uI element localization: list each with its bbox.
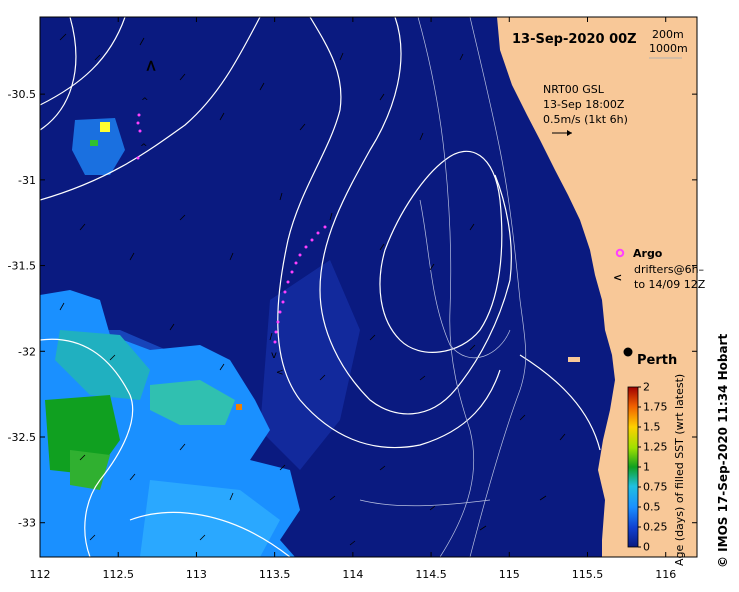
colorbar-tick-label: 0.5 [643, 501, 661, 514]
product-label: NRT00 GSL [543, 83, 605, 96]
x-tick-label: 113 [186, 568, 207, 581]
x-tick-label: 113.5 [259, 568, 291, 581]
y-tick-label: -31 [18, 174, 36, 187]
ocean-age-low-patch [260, 260, 360, 470]
perth-marker[interactable] [623, 347, 633, 357]
svg-text:^: ^ [141, 97, 149, 107]
colorbar-tick-label: 1.5 [643, 421, 661, 434]
drifter-legend-label-2: to 14/09 12Z [634, 278, 706, 291]
svg-text:<: < [276, 368, 284, 378]
scale-arrow-head [567, 130, 572, 136]
map-title: 13-Sep-2020 00Z [512, 32, 637, 47]
ssh-contour [519, 354, 601, 451]
sst-age-teal-patch [55, 330, 150, 400]
argo-legend-symbol [615, 248, 625, 258]
colorbar-tick-label: 0 [643, 541, 650, 554]
current-vectors [59, 33, 566, 546]
land-area[interactable] [497, 17, 697, 557]
x-tick-label: 116 [655, 568, 676, 581]
ssh-contour [319, 17, 512, 415]
depth-legend-1000m: 1000m [649, 42, 688, 55]
x-axis: 112 112.5 113 113.5 114 114.5 115 115.5 116 [30, 17, 676, 581]
drifter-legend-label: drifters@6h– [634, 263, 704, 276]
isobath-200m [469, 17, 527, 557]
x-tick-label: 112.5 [102, 568, 134, 581]
argo-legend-label: Argo [633, 247, 663, 260]
sst-age-green-pixel [90, 140, 98, 146]
y-tick-label: -33 [18, 517, 36, 530]
ssh-contour [129, 511, 291, 557]
svg-text:v: v [271, 350, 277, 361]
colorbar-tick-label: 0.25 [643, 521, 668, 534]
x-tick-label: 114.5 [415, 568, 447, 581]
isobath-1000m [417, 17, 475, 557]
isobath-1000m [419, 199, 511, 359]
sst-age-patch-north [72, 118, 125, 175]
x-tick-label: 114 [342, 568, 363, 581]
ssh-contour [40, 17, 261, 201]
y-axis: -30.5 -31 -31.5 -32 -32.5 -33 [8, 88, 697, 530]
x-tick-label: 115.5 [572, 568, 604, 581]
sst-age-yellow-pixel [100, 122, 110, 132]
ssh-contour [40, 17, 77, 131]
product-scale: 0.5m/s (1kt 6h) [543, 113, 628, 126]
colorbar-ticks: 0 0.25 0.5 0.75 1 1.25 1.5 1.75 2 [638, 381, 668, 554]
colorbar-tick-label: 2 [643, 381, 650, 394]
svg-text:^: ^ [140, 143, 148, 153]
ssh-contour [379, 150, 503, 353]
product-time: 13-Sep 18:00Z [543, 98, 625, 111]
depth-legend-200m: 200m [652, 28, 684, 41]
ssh-contour [40, 17, 126, 106]
colorbar-tick-label: 1.25 [643, 441, 668, 454]
sst-age-orange-pixel [236, 404, 242, 410]
y-tick-label: -30.5 [8, 88, 36, 101]
plot-frame [39, 16, 698, 558]
city-label-perth[interactable]: Perth [637, 353, 677, 368]
sst-filled-region [140, 480, 280, 557]
drifter-legend-symbol: < [613, 271, 622, 284]
y-tick-label: -32.5 [8, 431, 36, 444]
colorbar-tick-label: 1.75 [643, 401, 668, 414]
y-tick-label: -32 [18, 345, 36, 358]
y-tick-label: -31.5 [8, 260, 36, 273]
drifter-tracks: < ^ ^ v < [136, 59, 327, 378]
colorbar [627, 386, 639, 548]
svg-text:<: < [142, 59, 161, 72]
colorbar-label: Age (days) of filled SST (wrt latest) [673, 374, 686, 566]
sst-age-teal-patch [150, 380, 235, 425]
x-tick-label: 115 [499, 568, 520, 581]
rottnest-island [568, 357, 580, 362]
isobath-200m [359, 499, 491, 507]
ssh-contour [277, 17, 501, 449]
colorbar-tick-label: 1 [643, 461, 650, 474]
x-tick-label: 112 [30, 568, 51, 581]
colorbar-tick-label: 0.75 [643, 481, 668, 494]
credit-text: © IMOS 17-Sep-2020 11:34 Hobart [716, 334, 730, 568]
ssh-contour [40, 338, 134, 557]
